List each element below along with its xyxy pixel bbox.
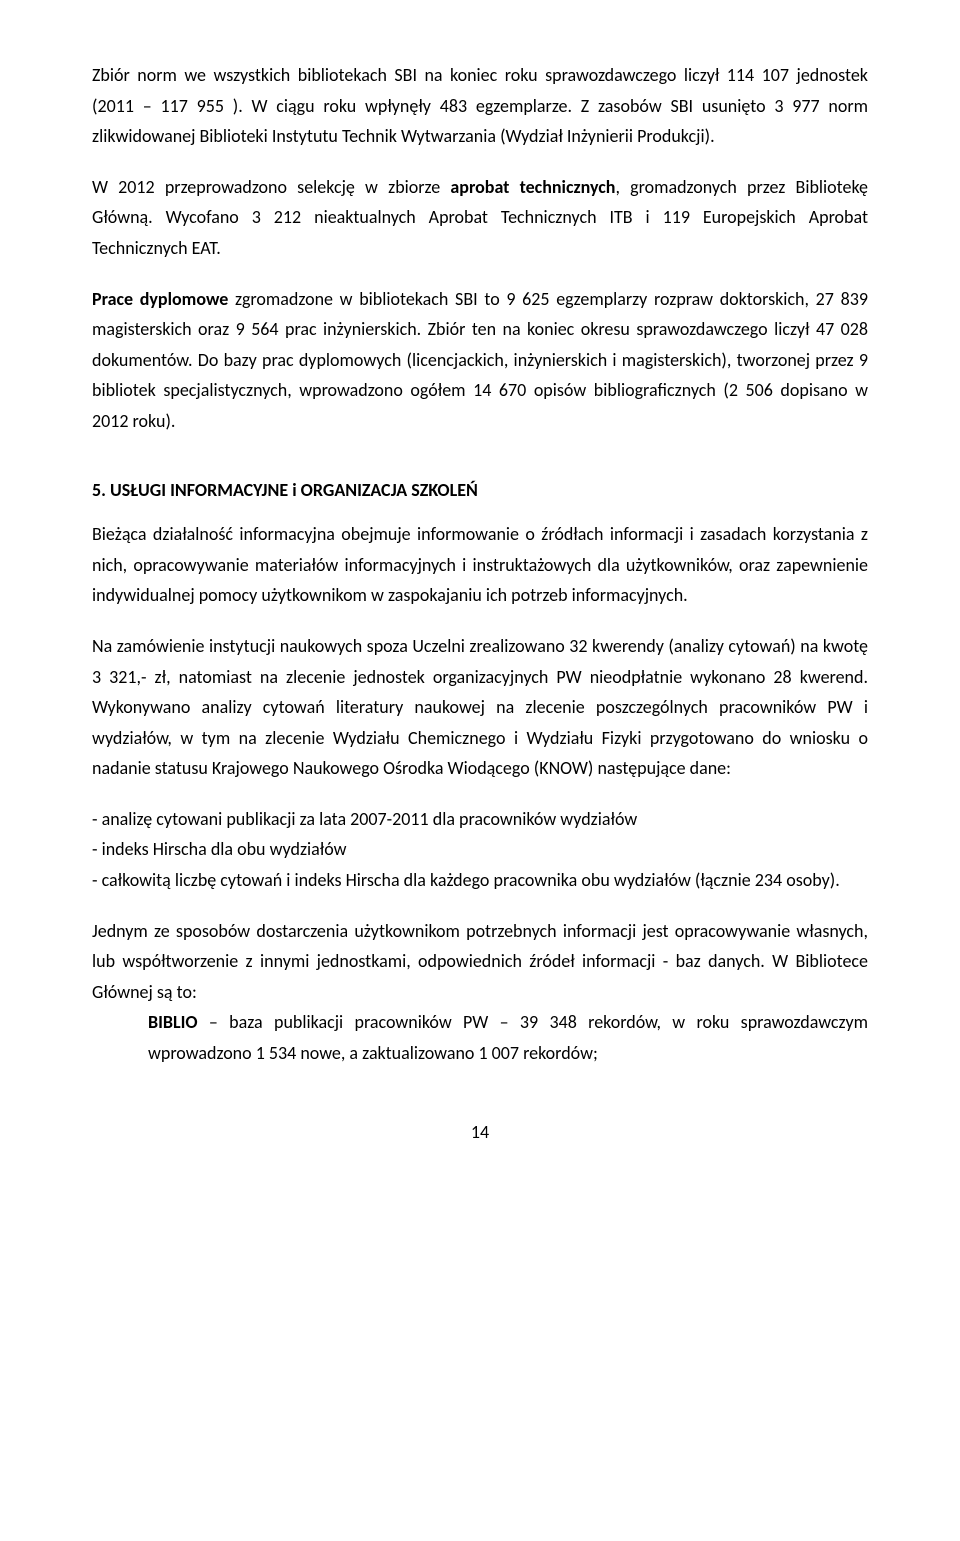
list-item-hirsch: - indeks Hirscha dla obu wydziałów bbox=[92, 834, 868, 865]
bold-prace-dyplomowe: Prace dyplomowe bbox=[92, 288, 228, 310]
biblio-entry: BIBLIO – baza publikacji pracowników PW … bbox=[92, 1007, 868, 1068]
text-fragment: – baza publikacji pracowników PW – 39 34… bbox=[148, 1011, 868, 1064]
list-item-total-citations: - całkowitą liczbę cytowań i indeks Hirs… bbox=[92, 865, 868, 896]
text-fragment: W 2012 przeprowadzono selekcję w zbiorze bbox=[92, 176, 450, 198]
document-page: Zbiór norm we wszystkich bibliotekach SB… bbox=[0, 0, 960, 1541]
paragraph-queries: Na zamówienie instytucji naukowych spoza… bbox=[92, 631, 868, 784]
paragraph-aprobat: W 2012 przeprowadzono selekcję w zbiorze… bbox=[92, 172, 868, 264]
bold-biblio: BIBLIO bbox=[148, 1011, 198, 1033]
section-heading-5: 5. USŁUGI INFORMACYJNE i ORGANIZACJA SZK… bbox=[92, 475, 868, 506]
list-item-analysis: - analizę cytowani publikacji za lata 20… bbox=[92, 804, 868, 835]
page-number: 14 bbox=[92, 1121, 868, 1143]
paragraph-info-activity: Bieżąca działalność informacyjna obejmuj… bbox=[92, 519, 868, 611]
paragraph-databases-intro: Jednym ze sposobów dostarczenia użytkown… bbox=[92, 916, 868, 1008]
paragraph-prace-dyplomowe: Prace dyplomowe zgromadzone w biblioteka… bbox=[92, 284, 868, 437]
bold-aprobat: aprobat technicznych bbox=[450, 176, 615, 198]
paragraph-norms: Zbiór norm we wszystkich bibliotekach SB… bbox=[92, 60, 868, 152]
